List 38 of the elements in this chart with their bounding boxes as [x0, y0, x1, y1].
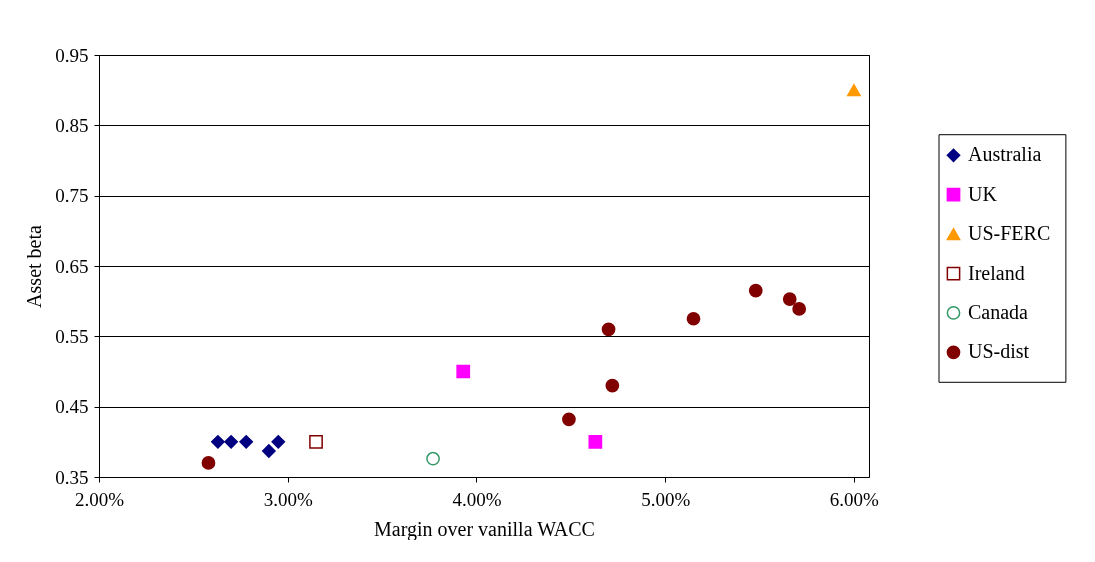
legend-label: Canada	[968, 300, 1029, 323]
x-tick-label: 4.00%	[452, 488, 502, 510]
point	[562, 412, 576, 427]
y-tick-label: 0.65	[55, 255, 89, 277]
point	[201, 456, 216, 470]
legend-label: US-dist	[968, 340, 1030, 363]
legend-label: Australia	[968, 143, 1042, 166]
point	[792, 302, 807, 316]
y-tick-label: 0.55	[55, 325, 89, 347]
point	[847, 84, 861, 97]
y-tick-label: 0.45	[55, 396, 89, 418]
x-tick-label: 5.00%	[641, 488, 691, 510]
legend-label: US-FERC	[968, 222, 1051, 245]
x-axis-title: Margin over vanilla WACC	[374, 517, 595, 541]
x-tick-label: 2.00%	[74, 488, 125, 510]
point	[456, 364, 471, 379]
point	[211, 434, 225, 449]
y-tick-label: 0.85	[55, 114, 89, 136]
legend-label: Ireland	[968, 261, 1025, 284]
point	[605, 378, 620, 393]
point	[748, 283, 763, 298]
point	[309, 434, 323, 449]
point	[261, 444, 276, 458]
y-tick-label: 0.35	[55, 466, 89, 488]
y-axis-title: Asset beta	[23, 225, 46, 308]
point	[686, 311, 701, 326]
point	[224, 434, 238, 449]
point	[588, 434, 603, 449]
point	[426, 451, 440, 466]
y-tick-label: 0.75	[55, 185, 89, 207]
point	[271, 434, 286, 449]
point	[782, 292, 797, 306]
legend-label: UK	[968, 182, 998, 205]
x-tick-label: 3.00%	[263, 488, 313, 510]
point	[239, 434, 254, 449]
x-tick-label: 6.00%	[829, 488, 880, 510]
y-tick-label: 0.95	[55, 44, 89, 66]
point	[601, 322, 616, 337]
